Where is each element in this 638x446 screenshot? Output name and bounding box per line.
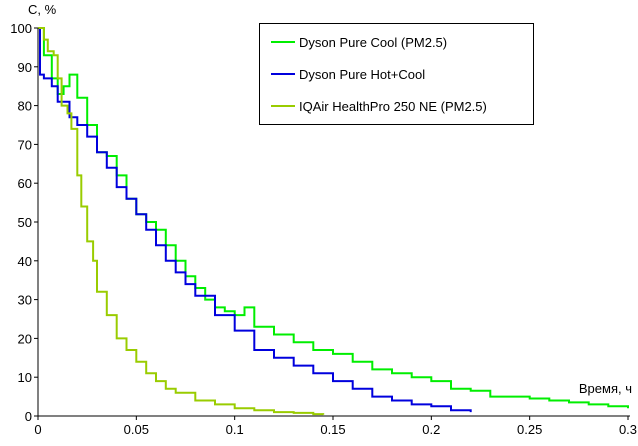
y-axis-label: С, % (28, 2, 57, 17)
x-tick-label: 0.2 (422, 422, 440, 437)
y-tick-label: 20 (18, 331, 32, 346)
x-axis-label: Время, ч (579, 381, 632, 396)
y-tick-label: 40 (18, 254, 32, 269)
x-tick-label: 0.15 (320, 422, 345, 437)
series-layer (38, 27, 629, 416)
x-tick-label: 0.1 (226, 422, 244, 437)
legend-label-2: IQAir HealthPro 250 NE (PM2.5) (299, 99, 487, 114)
series-line-0 (38, 27, 629, 409)
legend: Dyson Pure Cool (PM2.5) Dyson Pure Hot+Co… (259, 23, 534, 125)
x-tick-label: 0.25 (517, 422, 542, 437)
y-tick-label: 60 (18, 176, 32, 191)
y-tick-label: 10 (18, 370, 32, 385)
y-tick-label: 50 (18, 215, 32, 230)
legend-label-0: Dyson Pure Cool (PM2.5) (299, 35, 447, 50)
x-tick-label: 0.05 (124, 422, 149, 437)
ticks-layer: 0 0.05 0.1 0.15 0.2 0.25 0.3 0 10 20 30 40 50 60 70 80 9… (10, 21, 637, 437)
y-tick-label: 70 (18, 137, 32, 152)
y-tick-label: 30 (18, 293, 32, 308)
y-tick-label: 80 (18, 99, 32, 114)
y-tick-label: 90 (18, 60, 32, 75)
x-tick-label: 0.3 (619, 422, 637, 437)
series-line-1 (38, 27, 472, 413)
series-line-2 (38, 27, 325, 416)
y-tick-label: 0 (25, 409, 32, 424)
legend-label-1: Dyson Pure Hot+Cool (299, 67, 425, 82)
x-tick-label: 0 (34, 422, 41, 437)
legend-box (259, 23, 534, 125)
y-tick-label: 100 (10, 21, 32, 36)
